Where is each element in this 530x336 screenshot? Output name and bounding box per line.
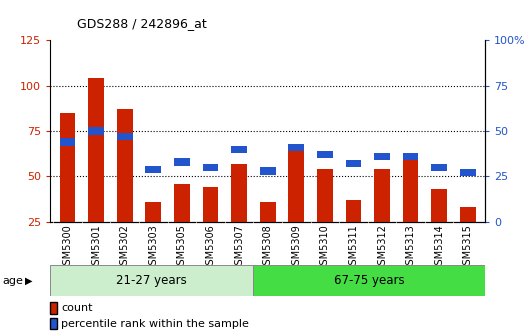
Bar bbox=[88, 127, 104, 135]
Bar bbox=[288, 144, 304, 151]
Bar bbox=[346, 200, 361, 222]
Text: GSM5302: GSM5302 bbox=[120, 224, 130, 271]
Bar bbox=[403, 155, 419, 222]
Bar bbox=[145, 166, 161, 173]
Bar bbox=[60, 138, 75, 145]
Bar bbox=[260, 167, 276, 175]
Text: percentile rank within the sample: percentile rank within the sample bbox=[61, 319, 249, 329]
Bar bbox=[231, 145, 247, 153]
Bar bbox=[403, 153, 419, 160]
Text: GDS288 / 242896_at: GDS288 / 242896_at bbox=[77, 17, 207, 30]
Bar bbox=[431, 189, 447, 222]
Text: GSM5313: GSM5313 bbox=[405, 224, 416, 270]
Bar bbox=[88, 78, 104, 222]
Text: 67-75 years: 67-75 years bbox=[334, 274, 404, 287]
Bar bbox=[374, 169, 390, 222]
Bar bbox=[374, 153, 390, 160]
Bar bbox=[346, 160, 361, 167]
Bar bbox=[288, 151, 304, 222]
Bar bbox=[317, 151, 333, 158]
Bar bbox=[50, 265, 253, 296]
Bar bbox=[202, 164, 218, 171]
Text: GSM5305: GSM5305 bbox=[177, 224, 187, 271]
Bar bbox=[253, 265, 485, 296]
Text: GSM5314: GSM5314 bbox=[434, 224, 444, 270]
Text: GSM5301: GSM5301 bbox=[91, 224, 101, 270]
Bar bbox=[174, 158, 190, 166]
Text: GSM5300: GSM5300 bbox=[63, 224, 73, 270]
Bar bbox=[202, 187, 218, 222]
Text: count: count bbox=[61, 303, 92, 313]
Text: GSM5308: GSM5308 bbox=[263, 224, 272, 270]
Text: GSM5315: GSM5315 bbox=[463, 224, 473, 271]
Text: GSM5306: GSM5306 bbox=[206, 224, 216, 270]
Bar bbox=[260, 202, 276, 222]
Bar bbox=[460, 207, 475, 222]
Bar bbox=[231, 164, 247, 222]
Text: GSM5312: GSM5312 bbox=[377, 224, 387, 271]
Text: GSM5311: GSM5311 bbox=[348, 224, 358, 270]
Text: GSM5309: GSM5309 bbox=[292, 224, 301, 270]
Bar bbox=[317, 169, 333, 222]
Bar bbox=[117, 109, 132, 222]
Text: GSM5303: GSM5303 bbox=[148, 224, 158, 270]
Text: GSM5307: GSM5307 bbox=[234, 224, 244, 271]
Bar bbox=[431, 164, 447, 171]
Text: age: age bbox=[3, 276, 23, 286]
Bar bbox=[460, 169, 475, 176]
Bar bbox=[60, 113, 75, 222]
Bar bbox=[145, 202, 161, 222]
Bar bbox=[174, 184, 190, 222]
Text: 21-27 years: 21-27 years bbox=[117, 274, 187, 287]
Text: ▶: ▶ bbox=[25, 276, 32, 286]
Bar bbox=[117, 133, 132, 140]
Text: GSM5310: GSM5310 bbox=[320, 224, 330, 270]
